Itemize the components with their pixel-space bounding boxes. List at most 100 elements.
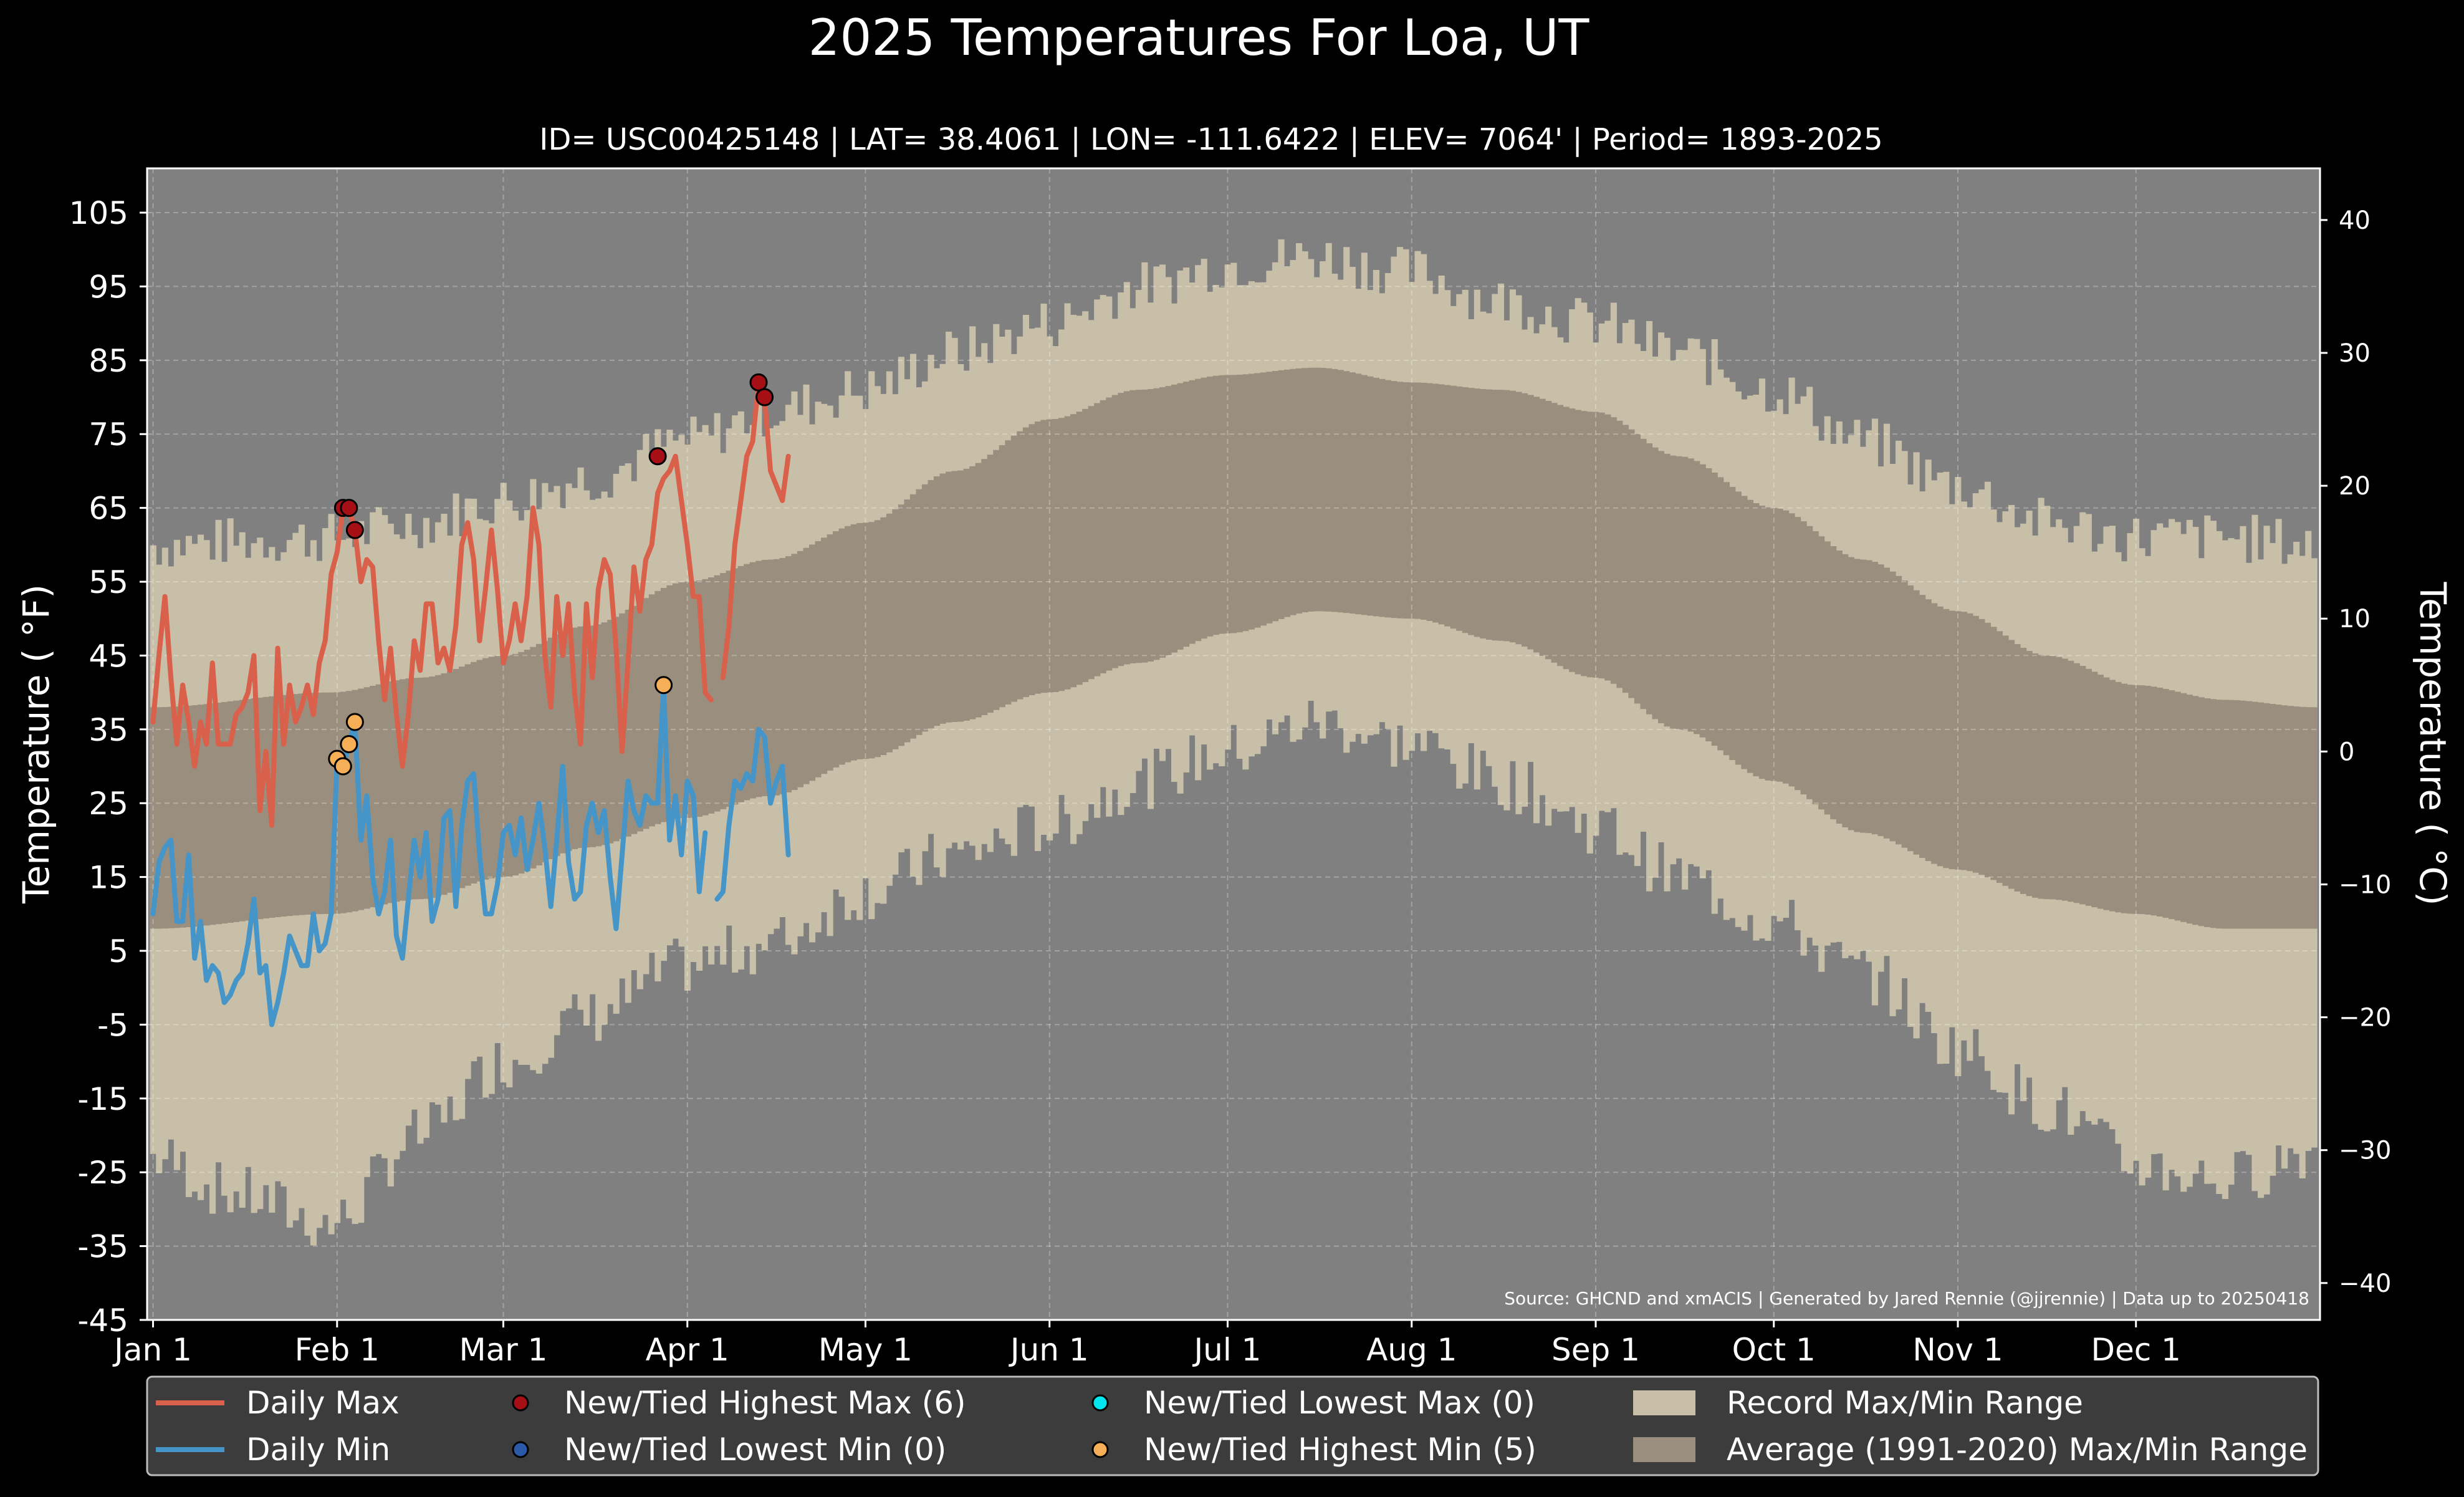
y-tick-label: 95 <box>89 269 128 305</box>
average-range-bar <box>1545 400 1552 660</box>
average-range-bar <box>1094 403 1101 676</box>
average-range-bar <box>921 484 929 732</box>
average-range-bar <box>1421 382 1427 620</box>
average-range-bar <box>547 637 555 859</box>
x-tick-label: Feb 1 <box>295 1332 380 1368</box>
average-range-bar <box>1308 367 1315 612</box>
average-range-bar <box>173 706 180 928</box>
average-range-bar <box>732 568 739 805</box>
average-range-bar <box>2275 705 2282 929</box>
average-range-bar <box>2263 703 2270 929</box>
average-range-bar <box>1064 416 1071 690</box>
average-range-bar <box>1919 595 1926 859</box>
average-range-bar <box>648 594 655 827</box>
x-tick-label: Apr 1 <box>646 1332 729 1368</box>
average-range-bar <box>1984 622 1991 878</box>
legend-swatch-patch <box>1633 1390 1695 1415</box>
average-range-bar <box>1622 425 1629 693</box>
average-range-bar <box>1978 619 1985 875</box>
average-range-bar <box>595 624 602 847</box>
average-range-bar <box>2210 699 2217 928</box>
y2-tick-label: 10 <box>2339 605 2371 633</box>
average-range-bar <box>1135 390 1142 663</box>
y-tick-label: 55 <box>89 564 128 600</box>
average-range-bar <box>2049 656 2056 900</box>
average-range-bar <box>1450 385 1457 629</box>
average-range-bar <box>1699 464 1706 738</box>
average-range-bar <box>1575 410 1581 675</box>
average-range-bar <box>1302 368 1308 613</box>
legend-label: New/Tied Lowest Max (0) <box>1144 1385 1535 1421</box>
average-range-bar <box>607 620 614 844</box>
source-note: Source: GHCND and xmACIS | Generated by … <box>1504 1288 2309 1309</box>
average-range-bar <box>1266 372 1273 623</box>
average-range-bar <box>298 693 305 915</box>
average-range-bar <box>821 537 828 774</box>
average-range-bar <box>583 626 590 848</box>
average-range-bar <box>1331 368 1338 612</box>
marker-highest-min <box>654 676 673 695</box>
average-range-bar <box>1118 393 1124 667</box>
legend-item: New/Tied Lowest Max (0) <box>1091 1385 1535 1421</box>
average-range-bar <box>993 450 1000 710</box>
average-range-bar <box>1753 503 1760 777</box>
average-range-bar <box>1373 377 1379 617</box>
y-tick-label: -25 <box>77 1155 128 1191</box>
average-range-bar <box>1824 541 1831 815</box>
average-range-bar <box>1022 427 1030 698</box>
y-axis-left: 105 95 85 75 65 55 45 35 25 15 5 -5 -15 -25 -35 -45 <box>69 195 147 1339</box>
average-range-bar <box>245 699 252 921</box>
average-range-bar <box>1254 373 1261 628</box>
average-range-bar <box>803 547 810 784</box>
average-range-bar <box>476 660 483 882</box>
average-range-bar <box>737 566 744 802</box>
average-range-bar <box>1515 392 1522 645</box>
average-range-bar <box>310 693 317 915</box>
legend-item: Daily Min <box>156 1432 390 1468</box>
average-range-bar <box>1675 456 1682 729</box>
average-range-bar <box>1770 508 1778 781</box>
average-range-bar <box>934 476 941 726</box>
average-range-bar <box>524 650 530 872</box>
y2-tick-label: 0 <box>2339 738 2354 766</box>
average-range-bar <box>1153 388 1160 660</box>
average-range-bar <box>2145 685 2152 915</box>
average-range-bar <box>1260 372 1267 626</box>
chart-subtitle: ID= USC00425148 | LAT= 38.4061 | LON= -1… <box>539 122 1882 157</box>
average-range-bar <box>963 468 970 721</box>
average-range-bar <box>1201 377 1207 639</box>
average-range-bar <box>845 526 851 763</box>
average-range-bar <box>1729 486 1736 760</box>
average-range-bar <box>2299 706 2306 929</box>
average-range-bar <box>1343 371 1350 614</box>
average-range-bar <box>322 692 329 914</box>
average-range-bar <box>928 479 934 729</box>
average-range-bar <box>2020 647 2027 894</box>
average-range-bar <box>2079 666 2086 905</box>
legend-label: Daily Max <box>246 1385 400 1421</box>
average-range-bar <box>1581 411 1588 676</box>
average-range-bar <box>417 677 424 900</box>
average-range-bar <box>1088 406 1095 680</box>
average-range-bar <box>1219 375 1225 634</box>
average-range-bar <box>981 459 988 715</box>
average-range-bar <box>791 554 798 791</box>
average-range-bar <box>631 605 638 834</box>
average-range-bar <box>868 522 875 759</box>
average-range-bar <box>518 652 525 874</box>
x-tick-label: Aug 1 <box>1366 1332 1457 1368</box>
chart-title: 2025 Temperatures For Loa, UT <box>808 9 1590 67</box>
average-range-bar <box>2245 701 2253 929</box>
average-range-bar <box>370 685 376 908</box>
average-range-bar <box>761 560 768 796</box>
average-range-bar <box>221 701 228 924</box>
y-axis-label-left: Temperature ( °F) <box>15 584 57 904</box>
average-range-bar <box>197 705 204 927</box>
average-range-bar <box>1183 382 1190 647</box>
average-range-bar <box>512 653 519 875</box>
average-range-bar <box>2061 658 2068 901</box>
average-range-bar <box>2240 700 2246 929</box>
average-range-bar <box>1598 412 1605 679</box>
average-range-bar <box>1901 580 1908 848</box>
average-range-bar <box>969 466 976 720</box>
